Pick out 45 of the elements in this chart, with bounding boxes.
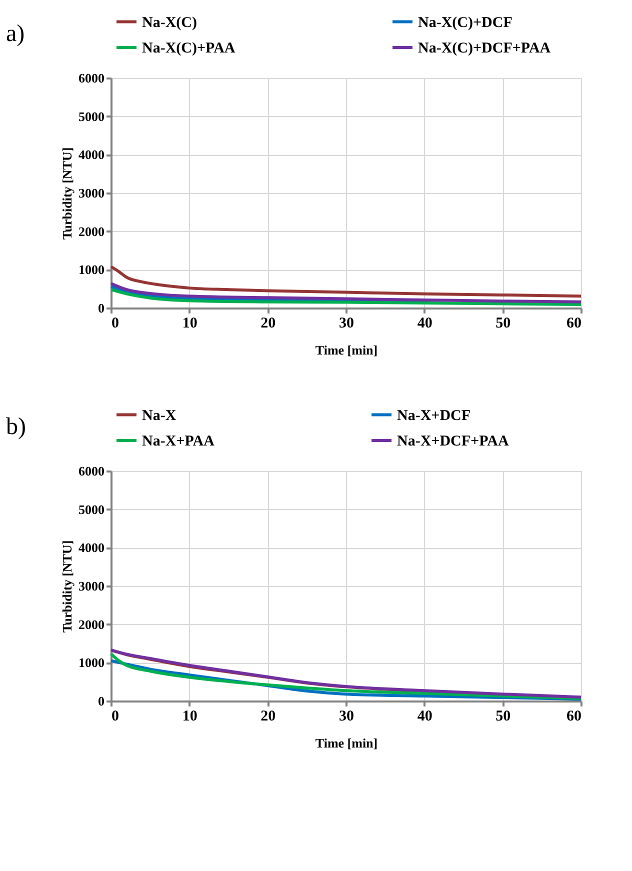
x-tick-label: 0 [112, 316, 119, 332]
y-tick-label: 1000 [78, 655, 104, 670]
legend-label: Na-X [142, 408, 176, 424]
line-series [110, 288, 582, 306]
legend-label: Na-X+DCF [397, 408, 471, 424]
chart-title: b) [6, 414, 26, 440]
x-tick-label: 50 [496, 316, 511, 332]
legend-label: Na-X(C) [142, 14, 197, 31]
y-tick-label: 3000 [78, 578, 104, 594]
x-tick-label: 30 [339, 708, 354, 724]
y-tick-label: 2000 [78, 224, 104, 239]
x-tick-label: 20 [260, 316, 276, 332]
x-tick-label: 40 [417, 708, 432, 724]
x-tick-label: 0 [112, 708, 119, 724]
x-tick-label: 60 [566, 708, 582, 724]
x-axis-title: Time [min] [315, 342, 378, 358]
x-tick-label: 30 [339, 316, 354, 332]
x-tick-label: 10 [182, 708, 198, 724]
x-tick-label: 40 [417, 316, 432, 332]
y-tick-label: 5000 [78, 108, 104, 124]
y-tick-label: 1000 [78, 262, 104, 278]
x-axis-title: Time [min] [315, 736, 378, 750]
legend-label: Na-X+PAA [142, 434, 215, 450]
y-tick-label: 5000 [78, 502, 104, 517]
legend-label: Na-X(C)+PAA [142, 40, 236, 56]
legend-label: Na-X(C)+DCF+PAA [418, 40, 551, 56]
x-tick-label: 60 [566, 316, 582, 332]
line-series [110, 265, 582, 298]
x-tick-label: 10 [182, 316, 198, 332]
y-tick-label: 4000 [78, 147, 104, 162]
y-axis-title: Turbidity [NTU] [60, 147, 74, 240]
y-tick-label: 0 [98, 300, 104, 316]
x-tick-label: 50 [496, 708, 511, 724]
legend-label: Na-X(C)+DCF [418, 14, 512, 31]
line-series [110, 282, 582, 304]
y-tick-label: 2000 [78, 616, 104, 632]
legend-label: Na-X+DCF+PAA [397, 434, 509, 450]
y-axis-title: Turbidity [NTU] [60, 540, 74, 633]
y-tick-label: 4000 [78, 540, 104, 556]
chart-title: a) [6, 21, 25, 47]
x-tick-label: 20 [260, 708, 276, 724]
y-tick-label: 3000 [78, 186, 104, 200]
y-tick-label: 0 [98, 694, 104, 708]
y-tick-label: 6000 [78, 70, 104, 86]
y-tick-label: 6000 [78, 464, 104, 478]
